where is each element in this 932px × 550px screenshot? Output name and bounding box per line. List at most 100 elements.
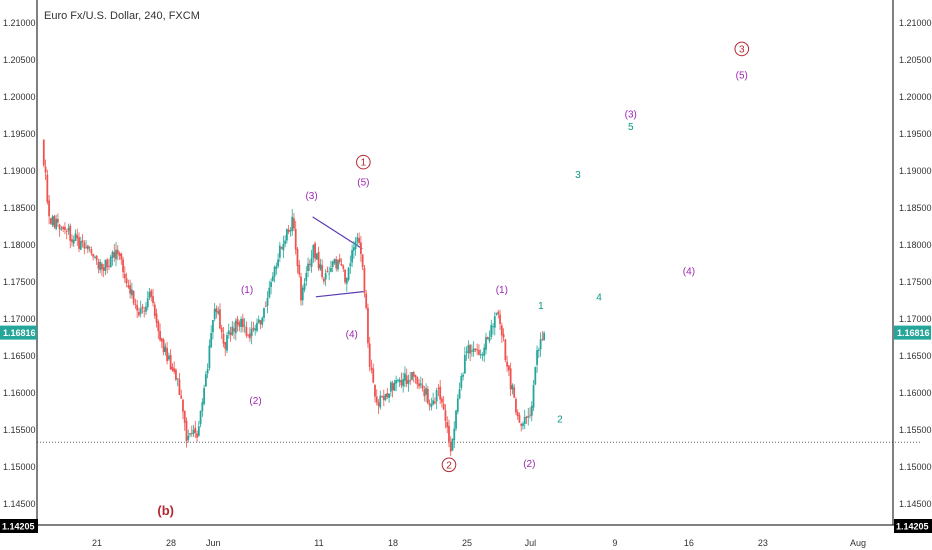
- left-price-tick: 1.17000: [3, 314, 36, 324]
- candle: [416, 376, 419, 389]
- candle: [173, 361, 176, 375]
- candle: [241, 313, 244, 333]
- candle: [208, 339, 211, 371]
- candle: [377, 399, 380, 415]
- candle: [122, 256, 124, 279]
- wave-label: (3): [305, 191, 317, 202]
- candle: [293, 212, 295, 232]
- candle: [522, 421, 524, 430]
- candle: [56, 213, 59, 228]
- candle: [372, 363, 375, 384]
- candle: [330, 260, 332, 273]
- candle: [488, 330, 491, 344]
- candle: [222, 326, 225, 348]
- candle: [62, 225, 65, 233]
- candle: [414, 374, 417, 384]
- candle: [534, 366, 537, 386]
- left-price-tick: 1.18500: [3, 203, 36, 213]
- candle: [167, 352, 170, 361]
- candle: [74, 229, 77, 242]
- candle: [451, 438, 454, 452]
- candle: [530, 401, 533, 422]
- svg-text:5: 5: [628, 122, 634, 133]
- wave-label: 5: [628, 122, 634, 133]
- candle: [453, 421, 456, 449]
- time-tick: 23: [758, 538, 768, 548]
- candle: [141, 303, 144, 314]
- candle: [391, 380, 394, 398]
- candle: [280, 246, 283, 250]
- wave-label: 1: [538, 301, 544, 312]
- candle: [442, 395, 445, 410]
- candle: [136, 299, 139, 318]
- candle: [101, 262, 103, 277]
- candle: [152, 288, 154, 307]
- candle: [160, 337, 163, 348]
- candle: [300, 272, 302, 306]
- candle: [106, 257, 109, 274]
- candle: [428, 399, 431, 411]
- time-tick: Aug: [850, 538, 866, 548]
- right-price-tick: 1.18000: [899, 240, 932, 250]
- candle: [278, 241, 281, 263]
- candle: [520, 422, 523, 432]
- candle: [307, 257, 309, 278]
- candle: [102, 264, 105, 278]
- candle: [182, 398, 184, 420]
- candle: [273, 265, 276, 283]
- left-price-tick: 1.20000: [3, 92, 36, 102]
- left-price-tick: 1.15000: [3, 462, 36, 472]
- candle: [478, 344, 480, 356]
- candle: [81, 234, 84, 248]
- candle: [111, 250, 114, 266]
- candle: [367, 303, 369, 348]
- candle: [412, 370, 415, 383]
- time-tick: Jul: [525, 538, 537, 548]
- candle: [71, 234, 73, 247]
- right-last-price-badge: 1.16816: [894, 325, 931, 340]
- candle: [92, 253, 95, 261]
- candle: [175, 368, 177, 382]
- candle: [58, 223, 61, 237]
- candle: [490, 319, 493, 340]
- candle: [245, 321, 248, 338]
- candle: [421, 378, 424, 392]
- svg-text:(4): (4): [346, 329, 358, 340]
- candle: [433, 397, 436, 405]
- candle: [162, 337, 165, 356]
- candle: [345, 277, 348, 292]
- candle: [382, 389, 385, 407]
- candle: [294, 220, 297, 255]
- svg-text:2: 2: [446, 460, 452, 471]
- candle: [213, 303, 216, 322]
- left-last-price-badge: 1.16816: [0, 325, 37, 340]
- candle: [333, 258, 336, 265]
- left-price-tick: 1.15500: [3, 425, 36, 435]
- candle: [99, 258, 102, 274]
- candle: [145, 302, 147, 316]
- candle: [197, 420, 200, 438]
- chart-title: Euro Fx/U.S. Dollar, 240, FXCM: [44, 10, 200, 22]
- candle: [370, 359, 373, 374]
- time-tick: 28: [166, 538, 176, 548]
- time-tick: 21: [92, 538, 102, 548]
- candle: [88, 246, 91, 252]
- candle: [426, 386, 429, 405]
- candle: [467, 340, 470, 359]
- right-price-tick: 1.19500: [899, 129, 932, 139]
- wave-label: (4): [683, 266, 695, 277]
- candle: [210, 325, 213, 348]
- triangle-pattern: [312, 216, 364, 298]
- candle: [55, 214, 58, 231]
- right-price-tick: 1.15500: [899, 425, 932, 435]
- left-price-tick: 1.16000: [3, 388, 36, 398]
- candle: [398, 377, 401, 387]
- candle: [183, 410, 186, 431]
- candle: [139, 300, 142, 318]
- candle: [315, 252, 318, 261]
- candle: [400, 372, 403, 389]
- candle: [176, 378, 179, 387]
- time-tick: 9: [612, 538, 617, 548]
